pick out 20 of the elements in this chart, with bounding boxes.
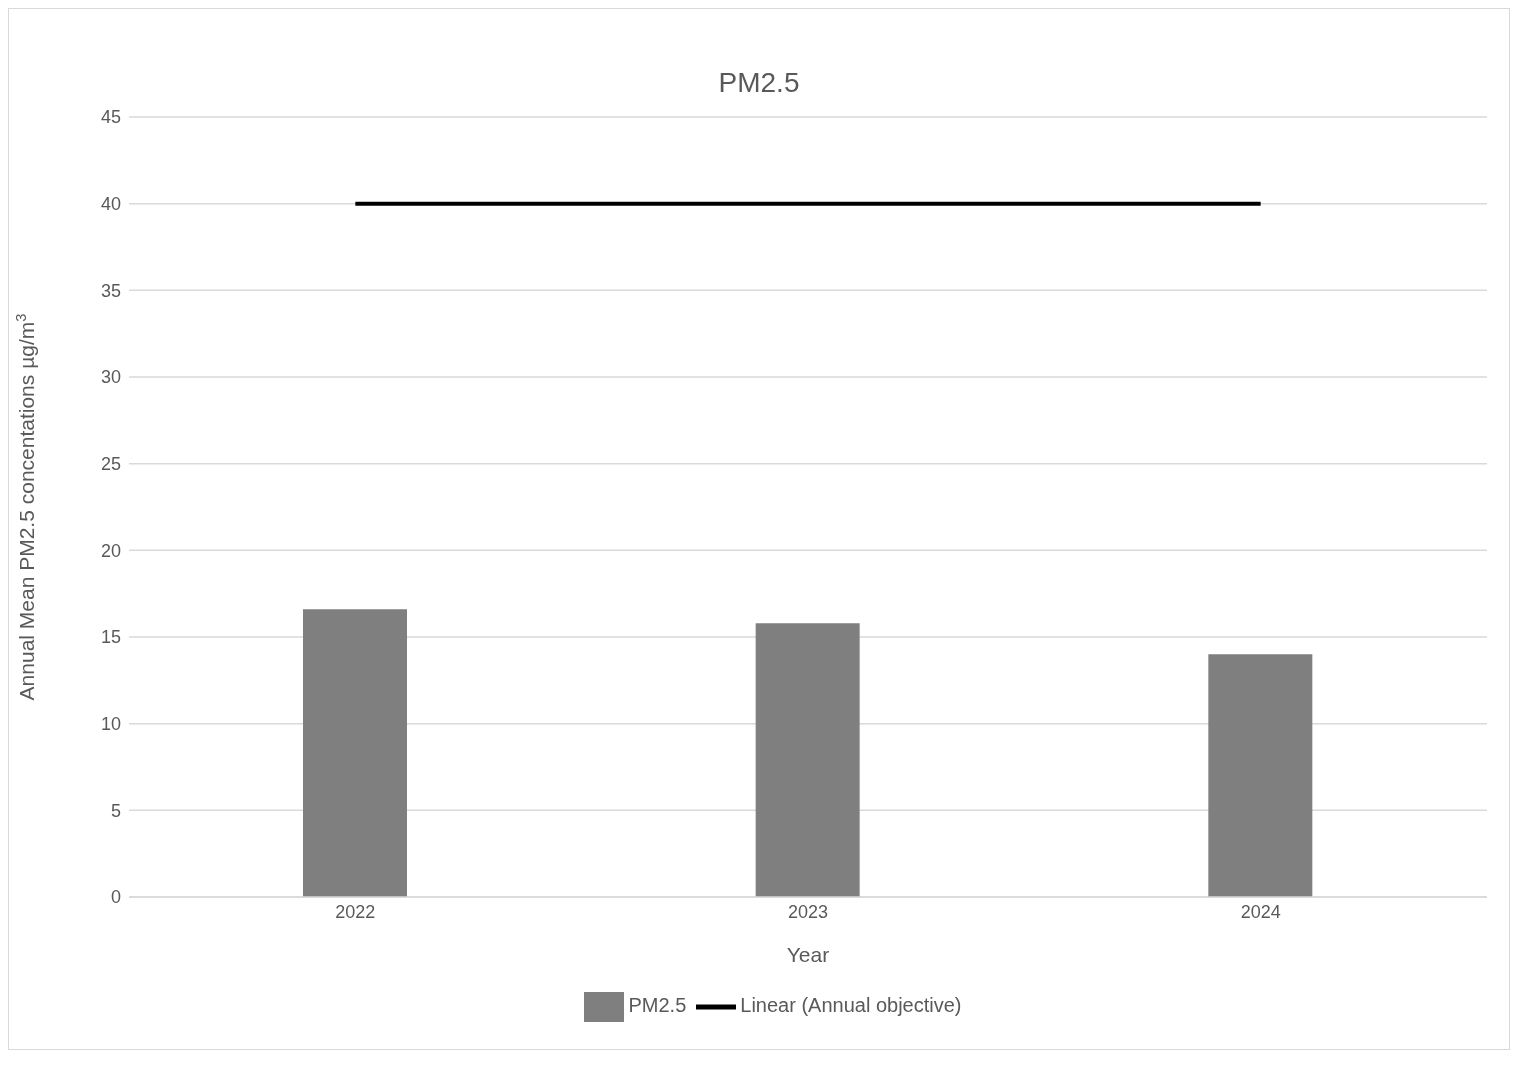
x-tick-label: 2023 <box>787 901 829 922</box>
bar <box>1208 654 1313 897</box>
y-tick-label: 30 <box>100 367 121 388</box>
y-tick-label: 35 <box>100 280 121 301</box>
y-tick-label: 20 <box>100 540 121 561</box>
bar <box>755 623 860 897</box>
y-tick-label: 15 <box>100 627 121 648</box>
y-tick-label: 45 <box>100 107 121 128</box>
y-tick-label: 10 <box>100 714 121 735</box>
x-axis-title: Year <box>786 943 830 966</box>
legend-label: Linear (Annual objective) <box>740 994 962 1017</box>
x-tick-label: 2022 <box>335 901 376 922</box>
chart-title: PM2.5 <box>717 66 801 100</box>
y-tick-label: 40 <box>100 194 121 215</box>
x-tick-label: 2024 <box>1240 901 1281 922</box>
y-tick-label: 25 <box>100 454 121 475</box>
y-tick-label: 0 <box>110 887 121 908</box>
legend-label: PM2.5 <box>628 994 687 1017</box>
y-tick-label: 5 <box>110 800 121 821</box>
bar <box>303 609 407 897</box>
